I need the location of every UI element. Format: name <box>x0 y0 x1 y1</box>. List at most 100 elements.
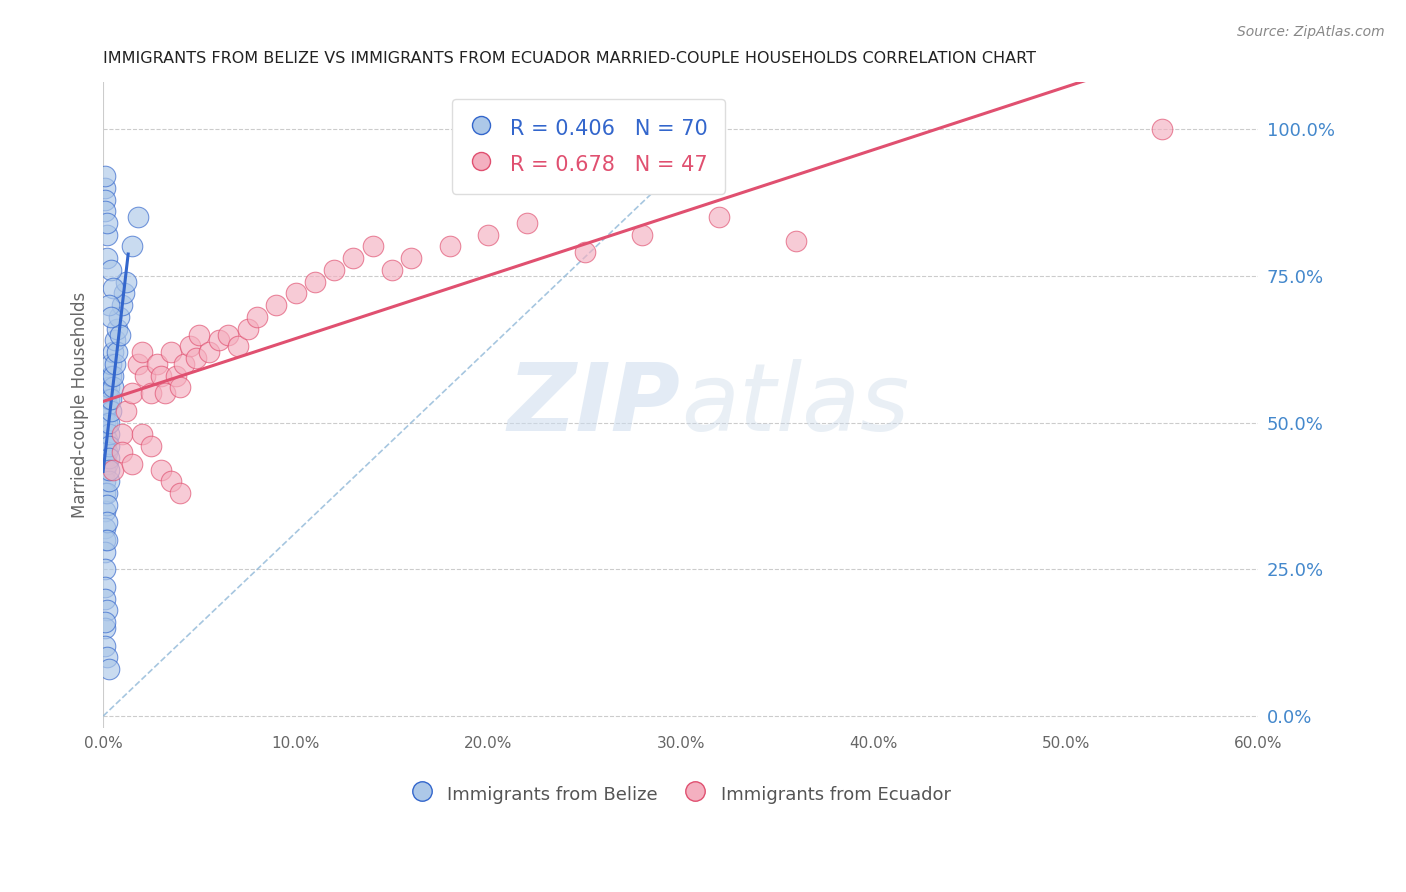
Point <box>96 227 118 242</box>
Point <box>101 345 124 359</box>
Point <box>179 339 201 353</box>
Point <box>94 503 117 517</box>
Point <box>146 357 169 371</box>
Point <box>381 263 404 277</box>
Point <box>131 345 153 359</box>
Point <box>159 345 181 359</box>
Point <box>246 310 269 324</box>
Point <box>342 251 364 265</box>
Point <box>94 439 117 453</box>
Point <box>97 439 120 453</box>
Point <box>96 386 118 401</box>
Point <box>111 298 134 312</box>
Point <box>97 392 120 406</box>
Point <box>111 427 134 442</box>
Text: atlas: atlas <box>681 359 910 450</box>
Point <box>94 475 117 489</box>
Point <box>101 380 124 394</box>
Point <box>100 404 122 418</box>
Point <box>94 427 117 442</box>
Point <box>94 450 117 465</box>
Point <box>198 345 221 359</box>
Point <box>131 427 153 442</box>
Legend: Immigrants from Belize, Immigrants from Ecuador: Immigrants from Belize, Immigrants from … <box>404 776 957 812</box>
Point <box>94 580 117 594</box>
Point <box>115 404 138 418</box>
Point <box>785 234 807 248</box>
Point <box>121 386 143 401</box>
Point <box>104 357 127 371</box>
Point <box>141 439 163 453</box>
Point <box>188 327 211 342</box>
Point <box>477 227 499 242</box>
Point <box>105 345 128 359</box>
Point <box>96 533 118 547</box>
Point <box>100 368 122 383</box>
Point <box>169 380 191 394</box>
Text: Source: ZipAtlas.com: Source: ZipAtlas.com <box>1237 25 1385 39</box>
Point <box>115 275 138 289</box>
Point <box>94 521 117 535</box>
Point <box>284 286 307 301</box>
Point <box>101 462 124 476</box>
Point <box>111 445 134 459</box>
Point <box>399 251 422 265</box>
Point <box>96 216 118 230</box>
Point <box>101 368 124 383</box>
Point <box>97 662 120 676</box>
Point <box>96 457 118 471</box>
Point <box>97 450 120 465</box>
Point <box>96 416 118 430</box>
Point <box>134 368 156 383</box>
Point <box>96 516 118 530</box>
Point <box>97 380 120 394</box>
Point <box>97 427 120 442</box>
Point <box>127 357 149 371</box>
Point <box>94 621 117 635</box>
Point <box>94 204 117 219</box>
Point <box>184 351 207 365</box>
Point <box>631 227 654 242</box>
Point <box>159 475 181 489</box>
Point <box>96 650 118 665</box>
Point <box>97 298 120 312</box>
Point <box>709 210 731 224</box>
Point <box>96 603 118 617</box>
Point <box>97 475 120 489</box>
Point <box>361 239 384 253</box>
Point <box>101 280 124 294</box>
Point <box>226 339 249 353</box>
Point <box>94 462 117 476</box>
Point <box>173 357 195 371</box>
Point <box>94 169 117 183</box>
Point <box>94 404 117 418</box>
Point <box>94 615 117 630</box>
Point <box>112 286 135 301</box>
Point <box>96 498 118 512</box>
Point <box>149 368 172 383</box>
Point <box>304 275 326 289</box>
Point <box>105 321 128 335</box>
Point <box>94 545 117 559</box>
Point <box>94 486 117 500</box>
Point <box>107 310 129 324</box>
Point <box>96 251 118 265</box>
Point <box>439 239 461 253</box>
Text: ZIP: ZIP <box>508 359 681 451</box>
Y-axis label: Married-couple Households: Married-couple Households <box>72 292 89 518</box>
Text: IMMIGRANTS FROM BELIZE VS IMMIGRANTS FROM ECUADOR MARRIED-COUPLE HOUSEHOLDS CORR: IMMIGRANTS FROM BELIZE VS IMMIGRANTS FRO… <box>103 51 1036 66</box>
Point <box>94 416 117 430</box>
Point <box>100 392 122 406</box>
Point <box>94 591 117 606</box>
Point <box>165 368 187 383</box>
Point <box>169 486 191 500</box>
Point <box>516 216 538 230</box>
Point <box>217 327 239 342</box>
Point <box>100 310 122 324</box>
Point <box>266 298 288 312</box>
Point <box>574 245 596 260</box>
Point <box>94 181 117 195</box>
Point <box>96 375 118 389</box>
Point <box>141 386 163 401</box>
Point <box>236 321 259 335</box>
